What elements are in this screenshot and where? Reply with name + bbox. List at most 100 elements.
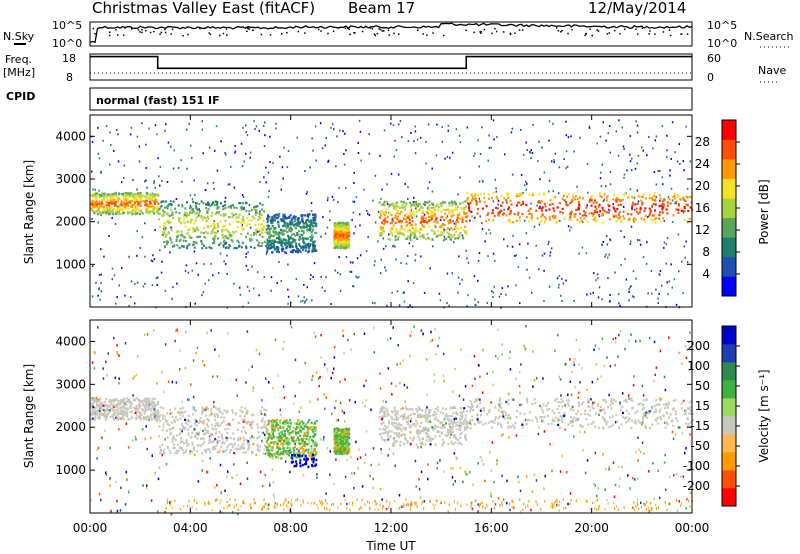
power-cell — [599, 194, 602, 198]
velocity-cell — [133, 375, 136, 378]
power-cell — [291, 217, 294, 220]
velocity-cell — [247, 440, 250, 443]
power-cell — [478, 200, 481, 203]
velocity-cell — [567, 393, 569, 396]
power-cell — [382, 211, 385, 214]
power-cell — [276, 232, 279, 235]
velocity-cell — [118, 412, 121, 416]
power-cell — [649, 212, 652, 215]
power-cell — [250, 219, 253, 222]
noise-left-tick-bottom: 10^0 — [52, 37, 82, 50]
power-cell — [103, 255, 105, 258]
velocity-cell — [216, 408, 219, 411]
power-cell — [342, 239, 345, 242]
velocity-cell — [210, 408, 213, 411]
power-cell — [251, 265, 253, 268]
power-cell — [263, 225, 266, 228]
velocity-cell — [164, 418, 167, 421]
velocity-cell — [460, 411, 462, 414]
power-cell — [230, 165, 232, 168]
noise-point — [641, 27, 644, 29]
velocity-cell — [174, 438, 177, 442]
power-cell — [336, 135, 338, 138]
power-cell — [259, 180, 261, 183]
power-cell — [327, 196, 329, 199]
power-cell — [267, 196, 270, 199]
velocity-cell — [617, 355, 619, 358]
velocity-cell — [330, 376, 332, 380]
power-cell — [400, 220, 403, 223]
velocity-cell — [184, 422, 187, 425]
velocity-cell — [519, 510, 522, 513]
velocity-cell — [249, 421, 252, 424]
power-cell — [654, 139, 657, 142]
velocity-cell — [109, 446, 111, 450]
power-cell — [556, 206, 559, 209]
velocity-cell — [594, 451, 597, 455]
power-cell — [280, 239, 283, 242]
power-cell — [411, 217, 414, 220]
power-cell — [355, 196, 358, 199]
power-cell — [537, 201, 540, 204]
power-cell — [658, 213, 661, 217]
power-cell — [189, 221, 192, 224]
noise-point — [160, 31, 163, 34]
power-cell — [311, 299, 313, 302]
power-cell — [186, 220, 189, 223]
power-cell — [216, 222, 219, 225]
power-cell — [202, 216, 205, 219]
velocity-cell — [426, 358, 428, 361]
velocity-cell — [91, 410, 94, 413]
power-cell — [483, 192, 486, 195]
velocity-cell — [159, 406, 162, 409]
power-cell — [666, 134, 668, 137]
velocity-cell — [558, 509, 560, 512]
velocity-cell — [260, 420, 263, 423]
velocity-cell — [604, 488, 607, 492]
colorbar-segment — [722, 178, 736, 199]
power-cell — [241, 241, 244, 245]
velocity-cell — [191, 413, 194, 416]
power-cell — [90, 207, 93, 210]
velocity-cell — [272, 493, 275, 497]
velocity-cell — [204, 449, 207, 452]
velocity-cell — [537, 432, 540, 436]
power-cell — [289, 236, 292, 239]
velocity-cell — [91, 402, 94, 406]
power-cell — [414, 125, 416, 128]
velocity-cell — [397, 343, 399, 347]
power-cell — [107, 208, 110, 212]
power-cell — [528, 276, 531, 279]
noise-right-tick-bottom: 10^0 — [707, 37, 737, 50]
power-cell — [488, 228, 490, 231]
velocity-cell — [266, 424, 268, 427]
power-cell — [222, 213, 225, 216]
velocity-cell — [357, 467, 359, 470]
power-cell — [281, 166, 284, 169]
velocity-cell — [283, 396, 286, 399]
power-cell — [549, 199, 552, 202]
velocity-cell — [525, 325, 527, 328]
power-cell — [615, 200, 618, 203]
power-cell — [554, 216, 557, 219]
velocity-cell — [373, 326, 375, 330]
velocity-cell — [292, 402, 295, 405]
power-cell — [274, 232, 277, 235]
noise-point — [332, 30, 335, 33]
velocity-cell — [143, 398, 146, 402]
power-cell — [165, 242, 168, 246]
power-cell — [290, 219, 293, 222]
velocity-cell — [118, 377, 120, 380]
power-cell — [579, 136, 581, 139]
power-cell — [355, 275, 357, 278]
velocity-cell — [657, 469, 659, 473]
power-cell — [441, 202, 444, 205]
power-cell — [525, 232, 528, 235]
velocity-cell — [148, 399, 151, 403]
velocity-cell — [162, 451, 165, 454]
power-cell — [607, 256, 609, 259]
velocity-cell — [638, 448, 640, 451]
velocity-cell — [672, 437, 675, 441]
velocity-cell — [502, 498, 505, 501]
velocity-cell — [427, 477, 429, 481]
